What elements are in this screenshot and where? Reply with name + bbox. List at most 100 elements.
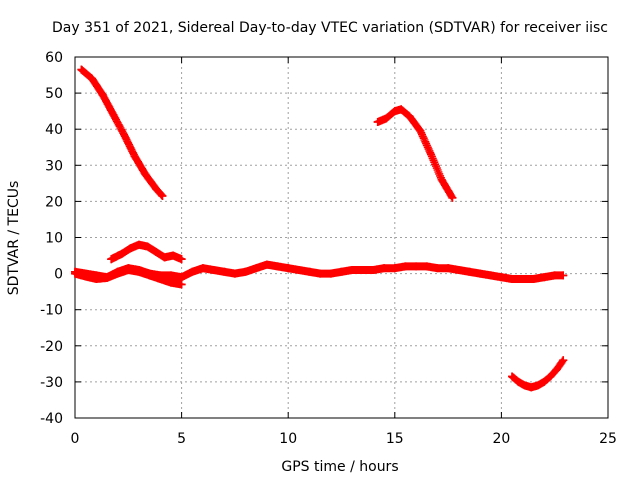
data-point — [169, 251, 178, 260]
y-tick-label: 40 — [45, 122, 63, 138]
data-point — [305, 267, 314, 276]
data-point — [348, 265, 357, 274]
data-point — [120, 130, 129, 139]
data-point — [316, 269, 325, 278]
data-point — [373, 117, 382, 126]
x-tick-label: 20 — [492, 431, 510, 447]
data-point — [156, 271, 165, 280]
data-point — [109, 110, 118, 119]
series-arc-5 — [71, 260, 568, 284]
data-point — [337, 267, 346, 276]
data-point — [416, 127, 425, 136]
data-point — [380, 264, 389, 273]
data-point — [134, 265, 143, 274]
data-point — [529, 275, 538, 284]
data-point — [143, 242, 152, 251]
y-tick-label: -10 — [40, 303, 63, 319]
data-point — [124, 264, 133, 273]
x-tick-label: 5 — [177, 431, 186, 447]
data-point — [401, 262, 410, 271]
data-point — [177, 273, 186, 282]
data-point — [188, 267, 197, 276]
data-point — [198, 264, 207, 273]
data-point — [220, 267, 229, 276]
series-arc-3 — [373, 105, 457, 202]
data-point — [422, 262, 431, 271]
data-point — [497, 273, 506, 282]
data-point — [369, 265, 378, 274]
data-point — [209, 265, 218, 274]
x-tick-label: 10 — [279, 431, 297, 447]
data-point — [88, 74, 97, 83]
x-tick-label: 15 — [386, 431, 404, 447]
series-markers — [71, 260, 568, 283]
data-point — [92, 271, 101, 280]
data-point — [486, 271, 495, 280]
data-point — [508, 372, 517, 381]
data-point — [437, 175, 446, 184]
data-point — [514, 377, 523, 386]
data-point — [382, 114, 391, 123]
x-tick-label: 0 — [71, 431, 80, 447]
data-point — [390, 107, 399, 116]
axis-ticks — [74, 56, 609, 419]
y-tick-label: 0 — [54, 267, 63, 283]
series-arc-1 — [77, 65, 167, 200]
data-point — [158, 191, 167, 200]
data-point — [252, 264, 261, 273]
data-point — [160, 253, 169, 262]
data-point — [141, 170, 150, 179]
data-point — [540, 273, 549, 282]
data-point — [166, 271, 175, 280]
y-axis-label: SDTVAR / TECUs — [6, 181, 22, 296]
data-point — [273, 262, 282, 271]
data-point — [559, 356, 568, 365]
y-tick-label: 60 — [45, 50, 63, 66]
data-point — [533, 381, 542, 390]
series-arc-6 — [508, 356, 568, 392]
tick-labels: 0 5 10 15 20 25 -40 -30 -20 -10 0 10 20 30 40 50 60 — [40, 50, 617, 447]
data-point — [102, 273, 111, 282]
series-arc-2 — [107, 240, 186, 264]
y-tick-label: 10 — [45, 231, 63, 247]
y-tick-label: -30 — [40, 375, 63, 391]
data-point — [405, 112, 414, 121]
data-point — [454, 265, 463, 274]
data-point — [550, 271, 559, 280]
data-point — [126, 244, 135, 253]
data-point — [444, 264, 453, 273]
data-point — [476, 269, 485, 278]
x-axis-label: GPS time / hours — [281, 459, 398, 475]
series-markers — [77, 65, 167, 200]
data-point — [98, 90, 107, 99]
data-point — [427, 150, 436, 159]
data-point — [390, 264, 399, 273]
data-point — [358, 265, 367, 274]
x-tick-label: 25 — [599, 431, 617, 447]
data-point — [412, 262, 421, 271]
data-point — [433, 264, 442, 273]
data-point — [113, 267, 122, 276]
data-point — [294, 265, 303, 274]
data-point — [130, 152, 139, 161]
data-point — [152, 184, 161, 193]
data-point — [177, 280, 186, 289]
data-point — [520, 381, 529, 390]
data-point — [448, 193, 457, 202]
chart-title: Day 351 of 2021, Sidereal Day-to-day VTE… — [52, 20, 608, 36]
data-point — [77, 65, 86, 74]
y-tick-label: 20 — [45, 194, 63, 210]
data-point — [397, 105, 406, 114]
data-point — [241, 267, 250, 276]
data-point — [559, 271, 568, 280]
data-point — [518, 275, 527, 284]
y-tick-label: -20 — [40, 339, 63, 355]
data-point — [81, 269, 90, 278]
data-point — [527, 383, 536, 392]
data-point — [152, 247, 161, 256]
grid — [75, 57, 608, 418]
data-point — [284, 264, 293, 273]
data-point — [262, 260, 271, 269]
data-point — [166, 278, 175, 287]
